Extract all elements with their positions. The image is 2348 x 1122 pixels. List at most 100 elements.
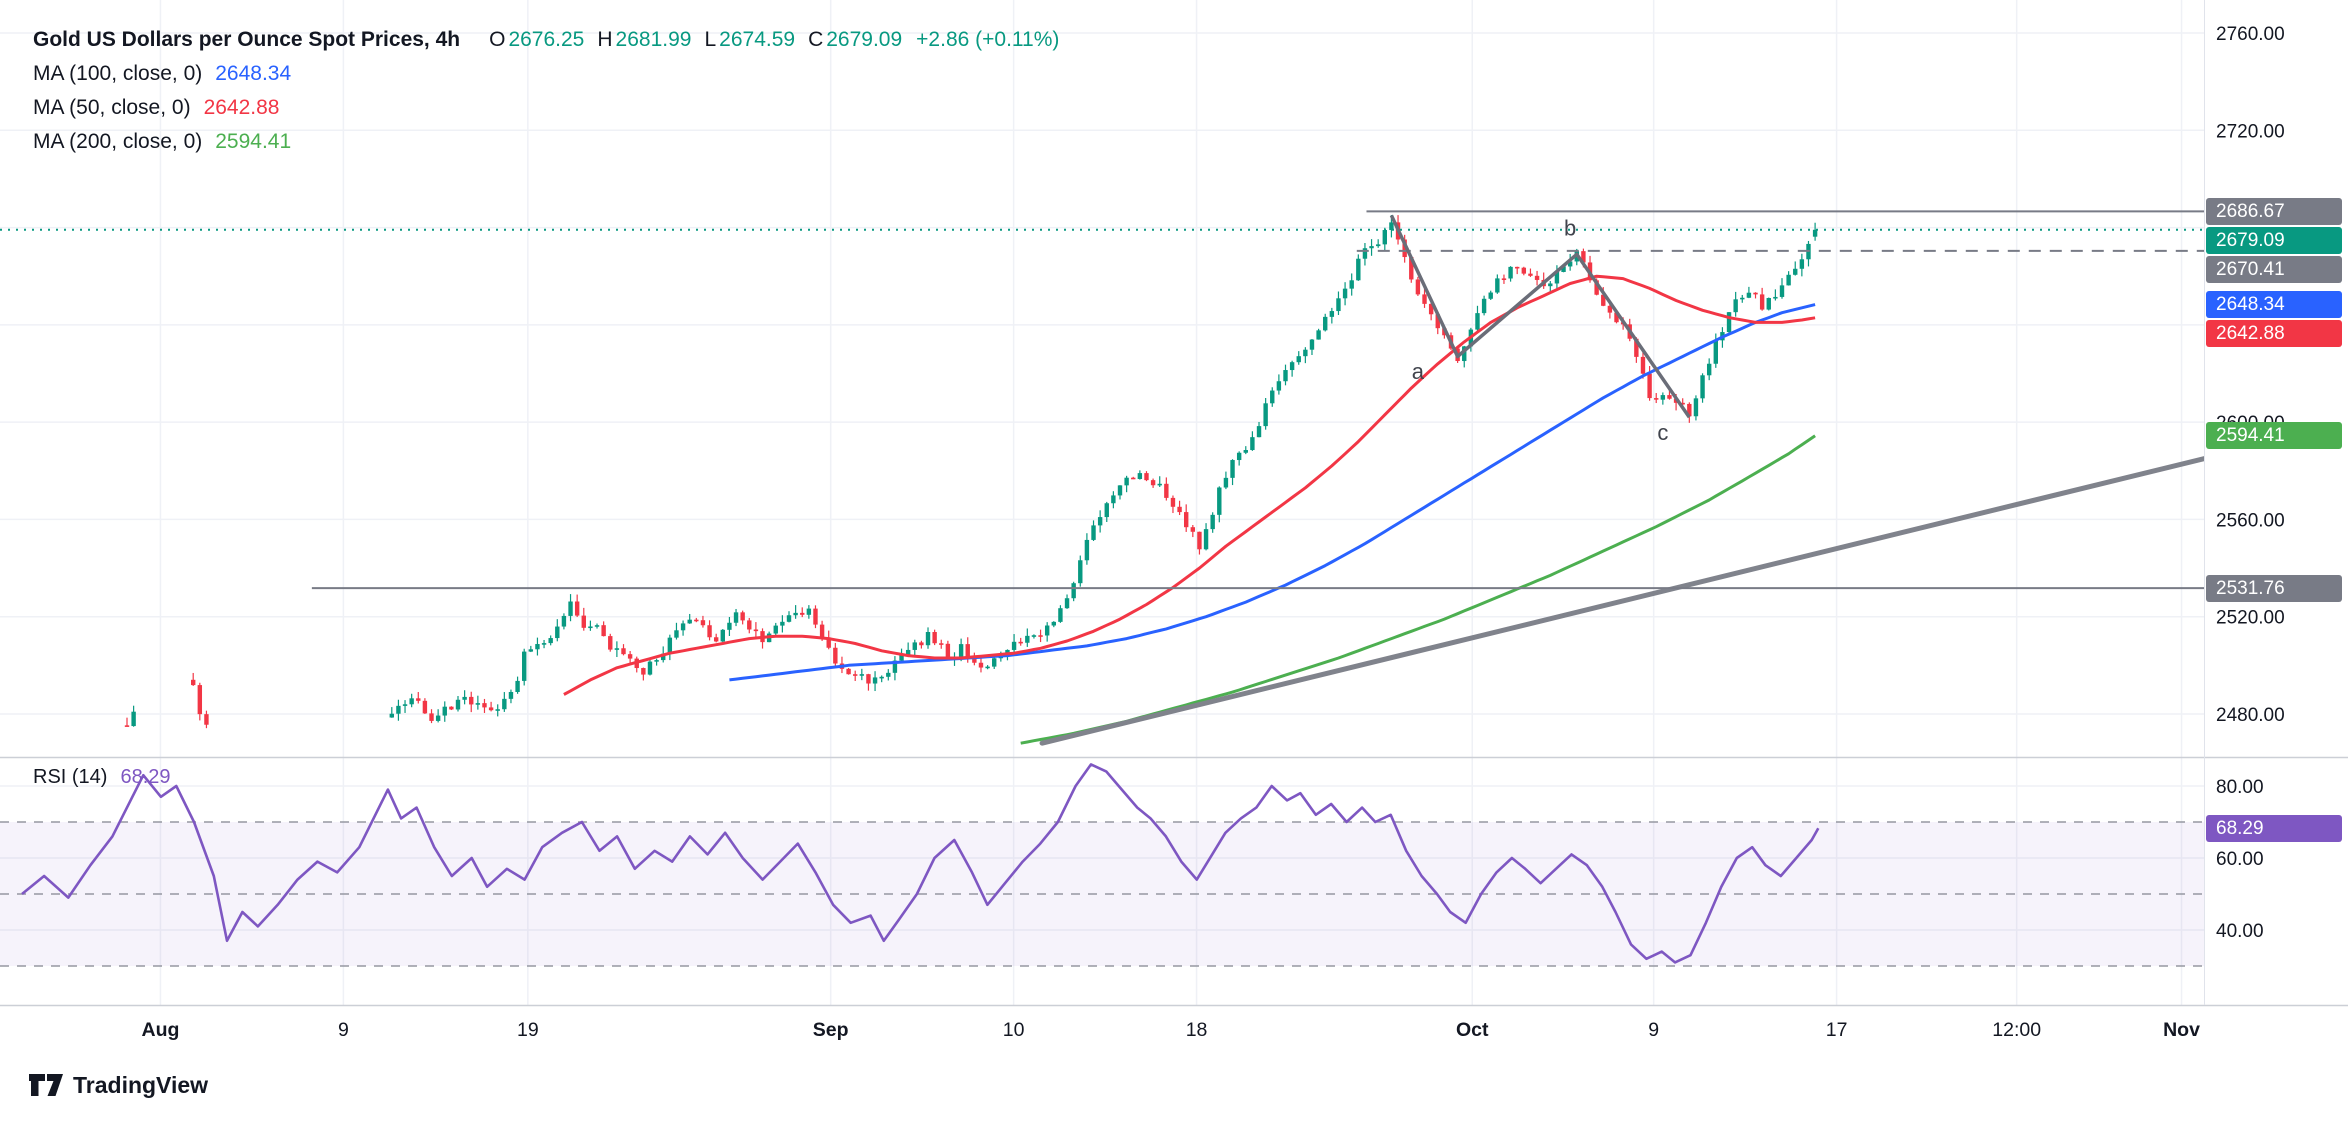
candle-body (1481, 298, 1487, 314)
candle-body (1342, 288, 1348, 299)
rsi-value: 68.29 (120, 766, 171, 788)
candle-body (939, 643, 944, 645)
abc-zigzag[interactable] (1389, 214, 1691, 419)
rsi-legend[interactable]: RSI (14) 68.29 (33, 766, 171, 789)
candle-body (1131, 477, 1136, 480)
tradingview-logo[interactable]: TradingView (28, 1070, 208, 1100)
x-axis-label: 17 (1826, 1019, 1848, 1041)
candle-body (535, 644, 540, 650)
candle-body (1554, 271, 1560, 284)
trendline[interactable] (1039, 456, 2204, 746)
candle-body (1515, 266, 1520, 269)
candle-body (1389, 222, 1394, 231)
ma-200-legend-row[interactable]: MA (200, close, 0) 2594.41 (33, 130, 1059, 164)
candle-body (1375, 244, 1381, 247)
candle-body (720, 629, 725, 642)
candle-body (1018, 641, 1023, 644)
candle-body (1025, 635, 1030, 643)
candle-body (1150, 480, 1156, 486)
candle-body (1230, 460, 1235, 478)
candle-body (1693, 398, 1699, 417)
ohlc-high-label: H (597, 28, 613, 51)
candle-body (1184, 512, 1189, 528)
ma-200-value: 2594.41 (215, 130, 292, 153)
candle-body (1660, 395, 1666, 400)
candle-body (581, 615, 586, 628)
candle-body (442, 706, 447, 716)
candle-body (661, 653, 666, 661)
candle-body (416, 698, 421, 701)
candle-body (561, 615, 567, 627)
candle-body (1428, 303, 1434, 315)
candle-body (1654, 398, 1659, 400)
candle-body (548, 638, 553, 644)
candle-body (674, 630, 679, 638)
candle-body (727, 622, 732, 630)
ma-100-legend-row[interactable]: MA (100, close, 0) 2648.34 (33, 62, 1059, 96)
ohlc-low-value: 2674.59 (719, 28, 796, 51)
candle-body (1177, 506, 1182, 513)
candle-body (621, 648, 626, 655)
candle-body (1104, 503, 1109, 518)
candle-body (1243, 450, 1248, 453)
candle-body (1713, 340, 1718, 364)
candle-body (1316, 330, 1321, 340)
candle-body (899, 655, 904, 661)
candle-body (482, 703, 487, 708)
candle-body (1038, 635, 1043, 637)
candle-body (958, 644, 964, 658)
candle-body (608, 636, 613, 650)
candle-body (1382, 230, 1387, 245)
candle-body (594, 625, 600, 627)
candle-body (124, 725, 130, 727)
candle-body (800, 612, 805, 615)
candle-body (1296, 356, 1301, 363)
candle-body (886, 672, 891, 677)
y-axis-label: 2560.00 (2216, 510, 2285, 531)
x-axis-label: 9 (338, 1019, 349, 1041)
candle-body (1263, 403, 1268, 427)
candle-body (1799, 259, 1805, 269)
candle-body (197, 685, 203, 715)
candle-body (1289, 362, 1295, 371)
candle-body (555, 626, 560, 639)
ma-50-legend-row[interactable]: MA (50, close, 0) 2642.88 (33, 96, 1059, 130)
ma200-line[interactable] (1020, 434, 1816, 745)
rsi-line[interactable] (21, 763, 1820, 964)
candle-body (508, 691, 514, 699)
candle-body (1323, 316, 1328, 331)
candle-body (700, 620, 706, 626)
candle-body (680, 623, 686, 631)
ma50-line[interactable] (563, 274, 1816, 696)
candle-body (1462, 346, 1467, 362)
candle-body (1011, 641, 1017, 650)
candle-body (1415, 279, 1421, 295)
candle-body (972, 657, 977, 663)
candle-body (978, 662, 984, 668)
time-axis[interactable] (0, 1005, 2348, 1050)
candle-body (1740, 297, 1745, 300)
candle-body (1058, 608, 1063, 622)
candle-body (1779, 285, 1785, 297)
ma100-line[interactable] (729, 303, 1816, 682)
candle-body (786, 615, 792, 622)
candle-body (1071, 583, 1076, 599)
ma-200-label: MA (200, close, 0) (33, 130, 203, 153)
price-axis[interactable] (2204, 0, 2348, 1005)
candle-body (1164, 483, 1169, 498)
rsi-axis-label: 60.00 (2216, 849, 2264, 870)
candle-body (1601, 294, 1606, 306)
candle-body (813, 608, 818, 625)
candle-body (588, 626, 593, 629)
candle-body (1402, 239, 1407, 258)
candle-body (753, 629, 759, 632)
tradingview-logo-text: TradingView (73, 1071, 209, 1098)
candle-body (1051, 621, 1056, 626)
candle-body (1647, 373, 1652, 399)
candle-body (1534, 275, 1540, 280)
candle-body (1435, 314, 1440, 329)
symbol-title[interactable]: Gold US Dollars per Ounce Spot Prices, 4… (33, 28, 461, 51)
candle-body (965, 644, 970, 658)
wave-label-b: b (1564, 216, 1576, 241)
